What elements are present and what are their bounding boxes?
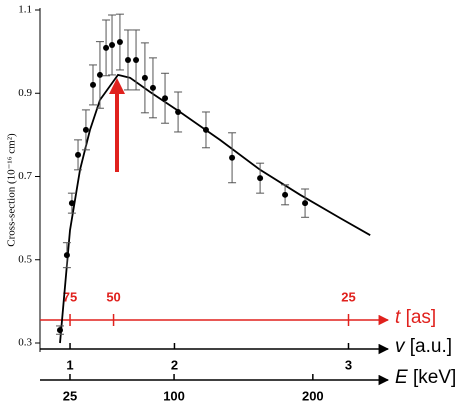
x-tick-label: 3 [345,357,352,372]
x-axis-label: t [as] [395,307,436,328]
data-point [82,126,89,133]
data-point [302,200,309,207]
y-tick-label: 0.9 [18,87,32,99]
x-tick-label: 200 [302,388,324,403]
x-tick-label: 25 [341,289,355,304]
data-point [103,44,110,51]
data-point [75,151,82,158]
data-point [202,126,209,133]
data-point [175,108,182,115]
x-tick-label: 2 [171,357,178,372]
data-point [141,74,148,81]
y-tick-label: 0.7 [18,170,32,182]
x-axis-symbol: t [395,307,401,328]
x-axis-unit: [as] [406,307,437,328]
x-axis-symbol: E [395,367,408,388]
data-point [63,252,70,259]
x-tick-label: 75 [63,289,77,304]
x-axis-unit: [keV] [413,367,456,388]
x-tick-label: 100 [163,388,185,403]
fit-curve [59,73,371,344]
data-point [257,175,264,182]
x-tick-label: 25 [63,388,77,403]
data-point [133,56,140,63]
data-point [109,41,116,48]
data-point [56,327,63,334]
data-point [149,84,156,91]
data-point [90,81,97,88]
y-axis-label: Cross-section (10⁻¹⁶ cm²) [6,133,18,247]
data-point [282,191,289,198]
x-axis-unit: [a.u.] [410,336,452,357]
data-point [162,95,169,102]
x-axis-label: E [keV] [395,367,456,388]
data-point [68,200,75,207]
x-tick-label: 50 [106,289,120,304]
x-axis-label: v [a.u.] [395,336,452,357]
data-point [229,154,236,161]
y-tick-label: 0.3 [18,337,32,349]
y-tick-label: 1.1 [18,4,32,16]
y-tick-label: 0.5 [18,253,32,265]
data-point [116,39,123,46]
x-axis-symbol: v [395,336,406,357]
x-tick-label: 1 [66,357,73,372]
data-point [124,56,131,63]
data-point [96,71,103,78]
